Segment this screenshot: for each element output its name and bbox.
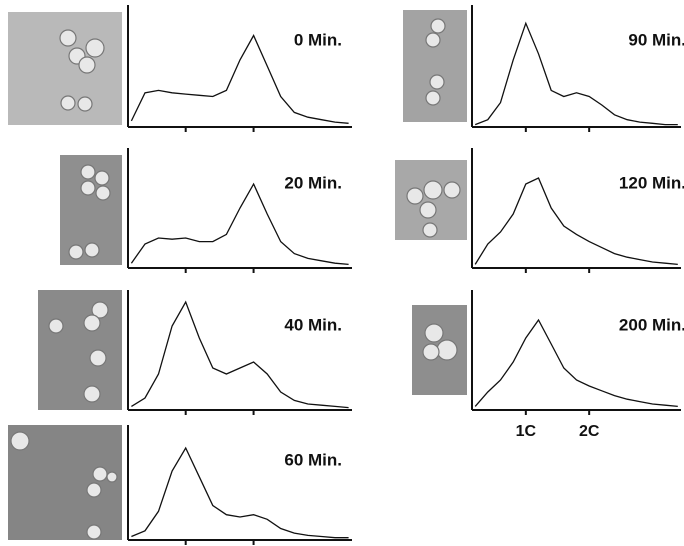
panel-title: 0 Min. [294,30,342,49]
panel-title: 40 Min. [284,315,342,334]
x-tick-label: 1C [516,423,537,440]
panel-title: 90 Min. [628,30,684,49]
panel-title: 120 Min. [619,173,684,192]
micrograph [38,290,122,410]
x-tick-label: 2C [579,423,600,440]
histogram-line [131,184,348,264]
panel-title: 200 Min. [619,315,684,334]
panel-title: 20 Min. [284,173,342,192]
micrographs [8,10,467,540]
panel-title: 60 Min. [284,450,342,469]
figure: 0 Min. 20 Min. 40 Min. 60 Min. 90 Min. 120 Mi… [0,0,684,546]
